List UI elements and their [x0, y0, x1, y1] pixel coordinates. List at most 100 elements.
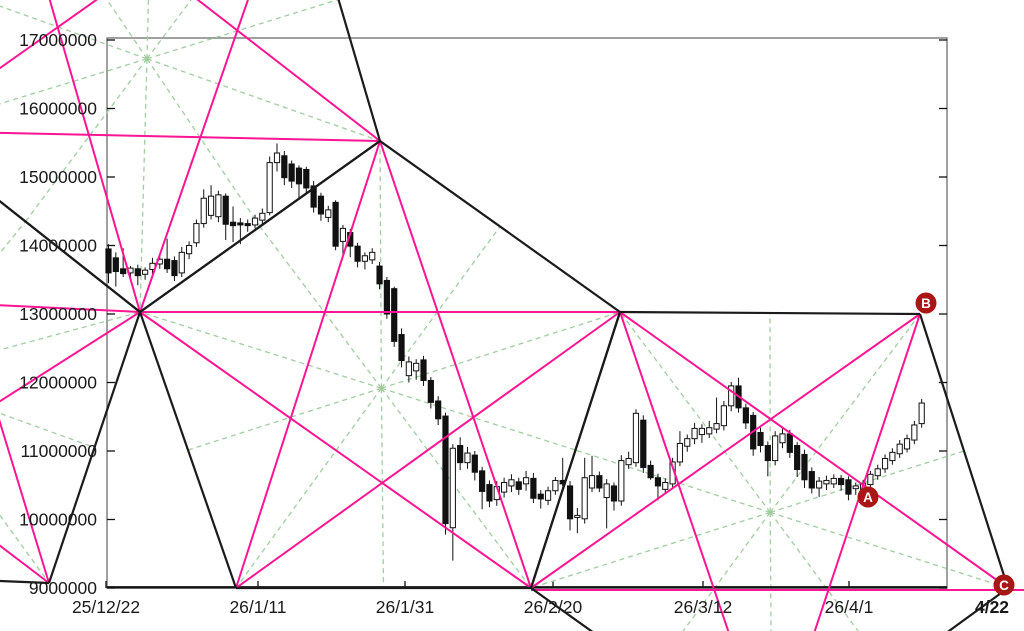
pentagon-diagonal	[235, 311, 621, 589]
candle	[471, 451, 478, 481]
pentagon-diagonal	[0, 419, 50, 584]
candle	[530, 472, 537, 504]
pentagon-edge	[337, 0, 382, 142]
marker-a: A	[857, 486, 879, 508]
candle	[772, 431, 779, 466]
candle	[391, 286, 398, 347]
candle	[581, 457, 588, 524]
pentagon-edge	[619, 310, 921, 316]
candle	[222, 193, 229, 241]
candle	[442, 412, 449, 535]
pentagon-diagonal	[530, 313, 921, 589]
candle	[662, 478, 669, 495]
pentagon-diagonal	[813, 313, 921, 631]
y-axis-label: 16000000	[19, 99, 97, 119]
candle	[684, 434, 691, 452]
candle	[413, 359, 420, 380]
candle	[266, 156, 273, 216]
x-axis-label: 26/1/11	[229, 597, 286, 617]
pentagon-edge	[379, 140, 621, 313]
center-midpoint-ray	[769, 512, 859, 631]
candle	[185, 241, 193, 260]
center-midpoint-ray	[381, 387, 576, 451]
center-vertex-ray	[379, 140, 383, 389]
pentagon-edge	[529, 311, 622, 589]
candle	[398, 328, 405, 368]
center-vertex-ray	[139, 311, 382, 389]
candle	[376, 261, 383, 290]
pentagon-edge	[0, 199, 141, 313]
marker-circle	[993, 574, 1015, 596]
candle	[354, 242, 361, 268]
candle	[281, 150, 288, 186]
candle	[303, 166, 310, 194]
pentagon-edge	[47, 311, 142, 584]
center-midpoint-ray	[770, 450, 965, 514]
center-midpoint-ray	[0, 221, 27, 254]
center-vertex-ray	[619, 311, 771, 513]
candle	[691, 422, 698, 445]
pentagon-diagonal	[619, 311, 730, 631]
center-vertex-ray	[769, 313, 921, 513]
candle	[164, 238, 171, 273]
candle	[244, 219, 251, 232]
candle	[251, 214, 259, 229]
pentagon-diagonal	[235, 140, 381, 589]
candle	[325, 205, 332, 223]
y-axis-label: 15000000	[19, 167, 97, 187]
candle	[171, 256, 178, 282]
pentagon-diagonal	[139, 0, 249, 313]
candlestick-series	[105, 143, 925, 561]
swing-markers: A B C	[857, 292, 1015, 596]
candle	[193, 219, 200, 247]
center-vertex-ray	[530, 511, 771, 589]
candle	[435, 396, 442, 425]
center-vertex-ray	[235, 387, 382, 589]
candle	[405, 356, 412, 383]
candle	[632, 409, 640, 467]
candle	[830, 474, 837, 488]
center-vertex-ray	[0, 58, 148, 105]
candle	[647, 460, 654, 480]
candle	[625, 451, 632, 469]
pentagon-diagonal	[379, 140, 532, 589]
candle	[273, 143, 281, 172]
pentagon-diagonal	[619, 311, 1009, 589]
pentagon-edge	[530, 587, 594, 631]
y-axis-label: 9000000	[29, 578, 97, 598]
candle	[918, 398, 925, 428]
candle	[618, 455, 625, 506]
x-axis-label: 26/2/20	[524, 597, 583, 617]
pentagon-diagonal	[48, 0, 141, 313]
center-vertex-ray	[381, 311, 621, 389]
marker-letter: A	[863, 490, 873, 505]
pentagon-edge	[0, 199, 141, 313]
candle	[369, 248, 376, 264]
candle	[728, 381, 735, 412]
pentagon-edge	[138, 311, 238, 589]
candle	[764, 441, 771, 477]
x-axis-label: 26/3/12	[674, 597, 732, 617]
candle	[676, 431, 684, 467]
pentagon-diagonal	[0, 544, 50, 584]
center-midpoint-ray	[187, 387, 382, 451]
candle	[544, 486, 552, 506]
candle	[698, 424, 706, 443]
center-vertex-ray	[770, 511, 1009, 589]
candle	[881, 454, 889, 473]
candle	[779, 428, 786, 449]
x-axis-label: 25/12/22	[72, 597, 140, 617]
center-vertex-ray	[0, 311, 141, 351]
candle	[838, 474, 845, 491]
candle	[610, 482, 618, 511]
candle	[845, 476, 852, 501]
candle	[508, 474, 515, 493]
candle	[911, 420, 918, 445]
candle	[457, 437, 464, 471]
candle	[361, 252, 369, 270]
candle	[259, 208, 266, 225]
